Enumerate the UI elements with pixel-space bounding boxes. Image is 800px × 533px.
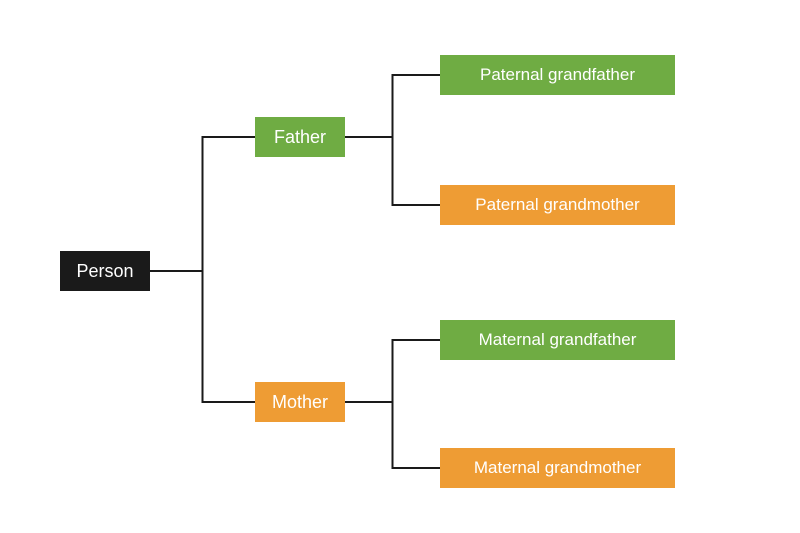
node-label: Person xyxy=(76,261,133,282)
node-label: Maternal grandfather xyxy=(479,330,637,350)
node-mother: Mother xyxy=(255,382,345,422)
node-label: Mother xyxy=(272,392,328,413)
node-label: Paternal grandmother xyxy=(475,195,639,215)
node-paternal-grandfather: Paternal grandfather xyxy=(440,55,675,95)
node-label: Father xyxy=(274,127,326,148)
node-person: Person xyxy=(60,251,150,291)
node-maternal-grandmother: Maternal grandmother xyxy=(440,448,675,488)
node-paternal-grandmother: Paternal grandmother xyxy=(440,185,675,225)
node-father: Father xyxy=(255,117,345,157)
node-label: Paternal grandfather xyxy=(480,65,635,85)
node-label: Maternal grandmother xyxy=(474,458,641,478)
node-maternal-grandfather: Maternal grandfather xyxy=(440,320,675,360)
